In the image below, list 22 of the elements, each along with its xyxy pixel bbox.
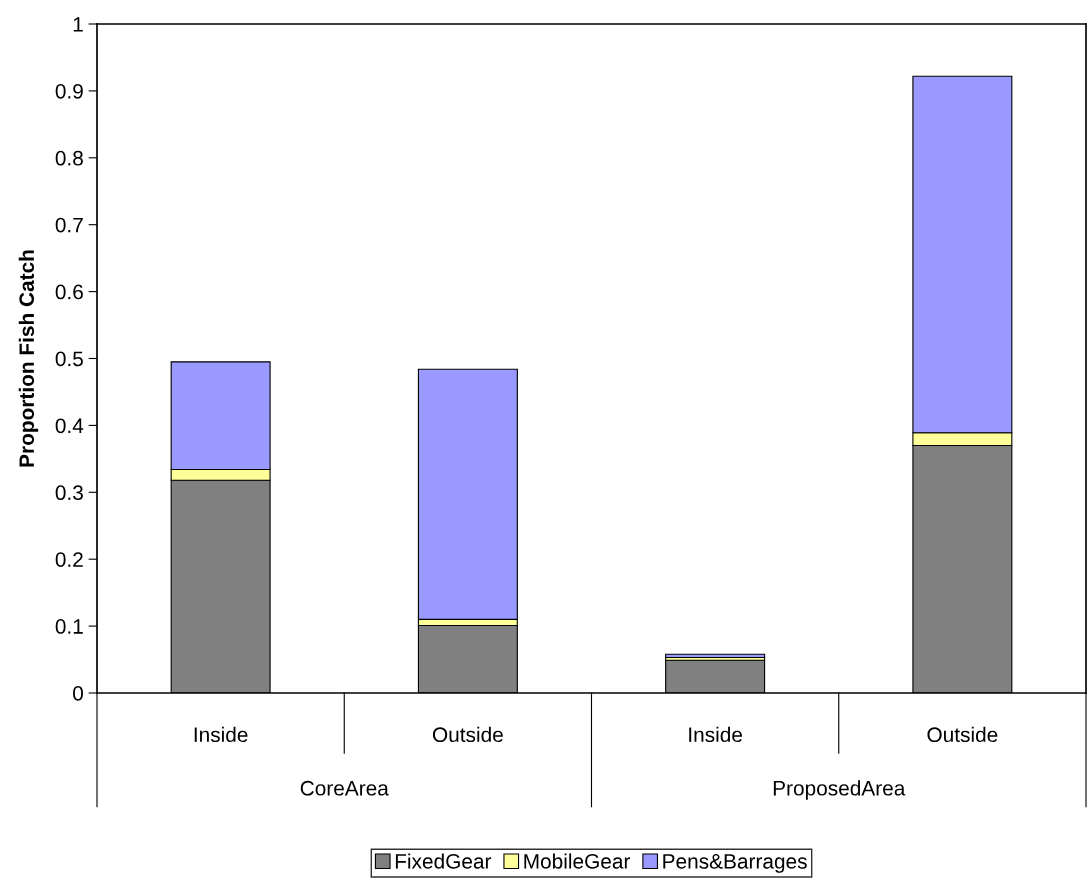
y-tick-label: 0.4 <box>55 418 84 434</box>
text: CoreArea <box>300 780 389 796</box>
y-tick-label: 0.1 <box>55 619 83 634</box>
x-tick-label: Inside <box>194 726 248 743</box>
x-tick-label: Outside <box>432 726 503 743</box>
y-axis-title: Proportion Fish Catch <box>18 250 39 467</box>
text: ProposedArea <box>773 780 906 800</box>
y-tick-label: 0.6 <box>55 284 83 300</box>
y-tick-label: 0 <box>73 686 83 701</box>
x-tick-label: Outside <box>927 726 998 743</box>
y-tick-label: 0.3 <box>55 485 83 501</box>
legend-label: FixedGear <box>395 853 492 869</box>
y-tick-label: 0.5 <box>55 351 83 367</box>
x-tick-label: Inside <box>689 726 742 743</box>
legend-label: Pens&Barrages <box>663 854 807 873</box>
y-tick-label: 0.8 <box>55 150 83 166</box>
y-tick-label: 0.9 <box>55 83 83 99</box>
y-tick-label: 1 <box>73 17 83 32</box>
legend-label: MobileGear <box>524 853 631 869</box>
y-tick-label: 0.2 <box>55 552 83 567</box>
bar <box>665 653 766 659</box>
y-tick-label: 0.7 <box>55 217 83 233</box>
